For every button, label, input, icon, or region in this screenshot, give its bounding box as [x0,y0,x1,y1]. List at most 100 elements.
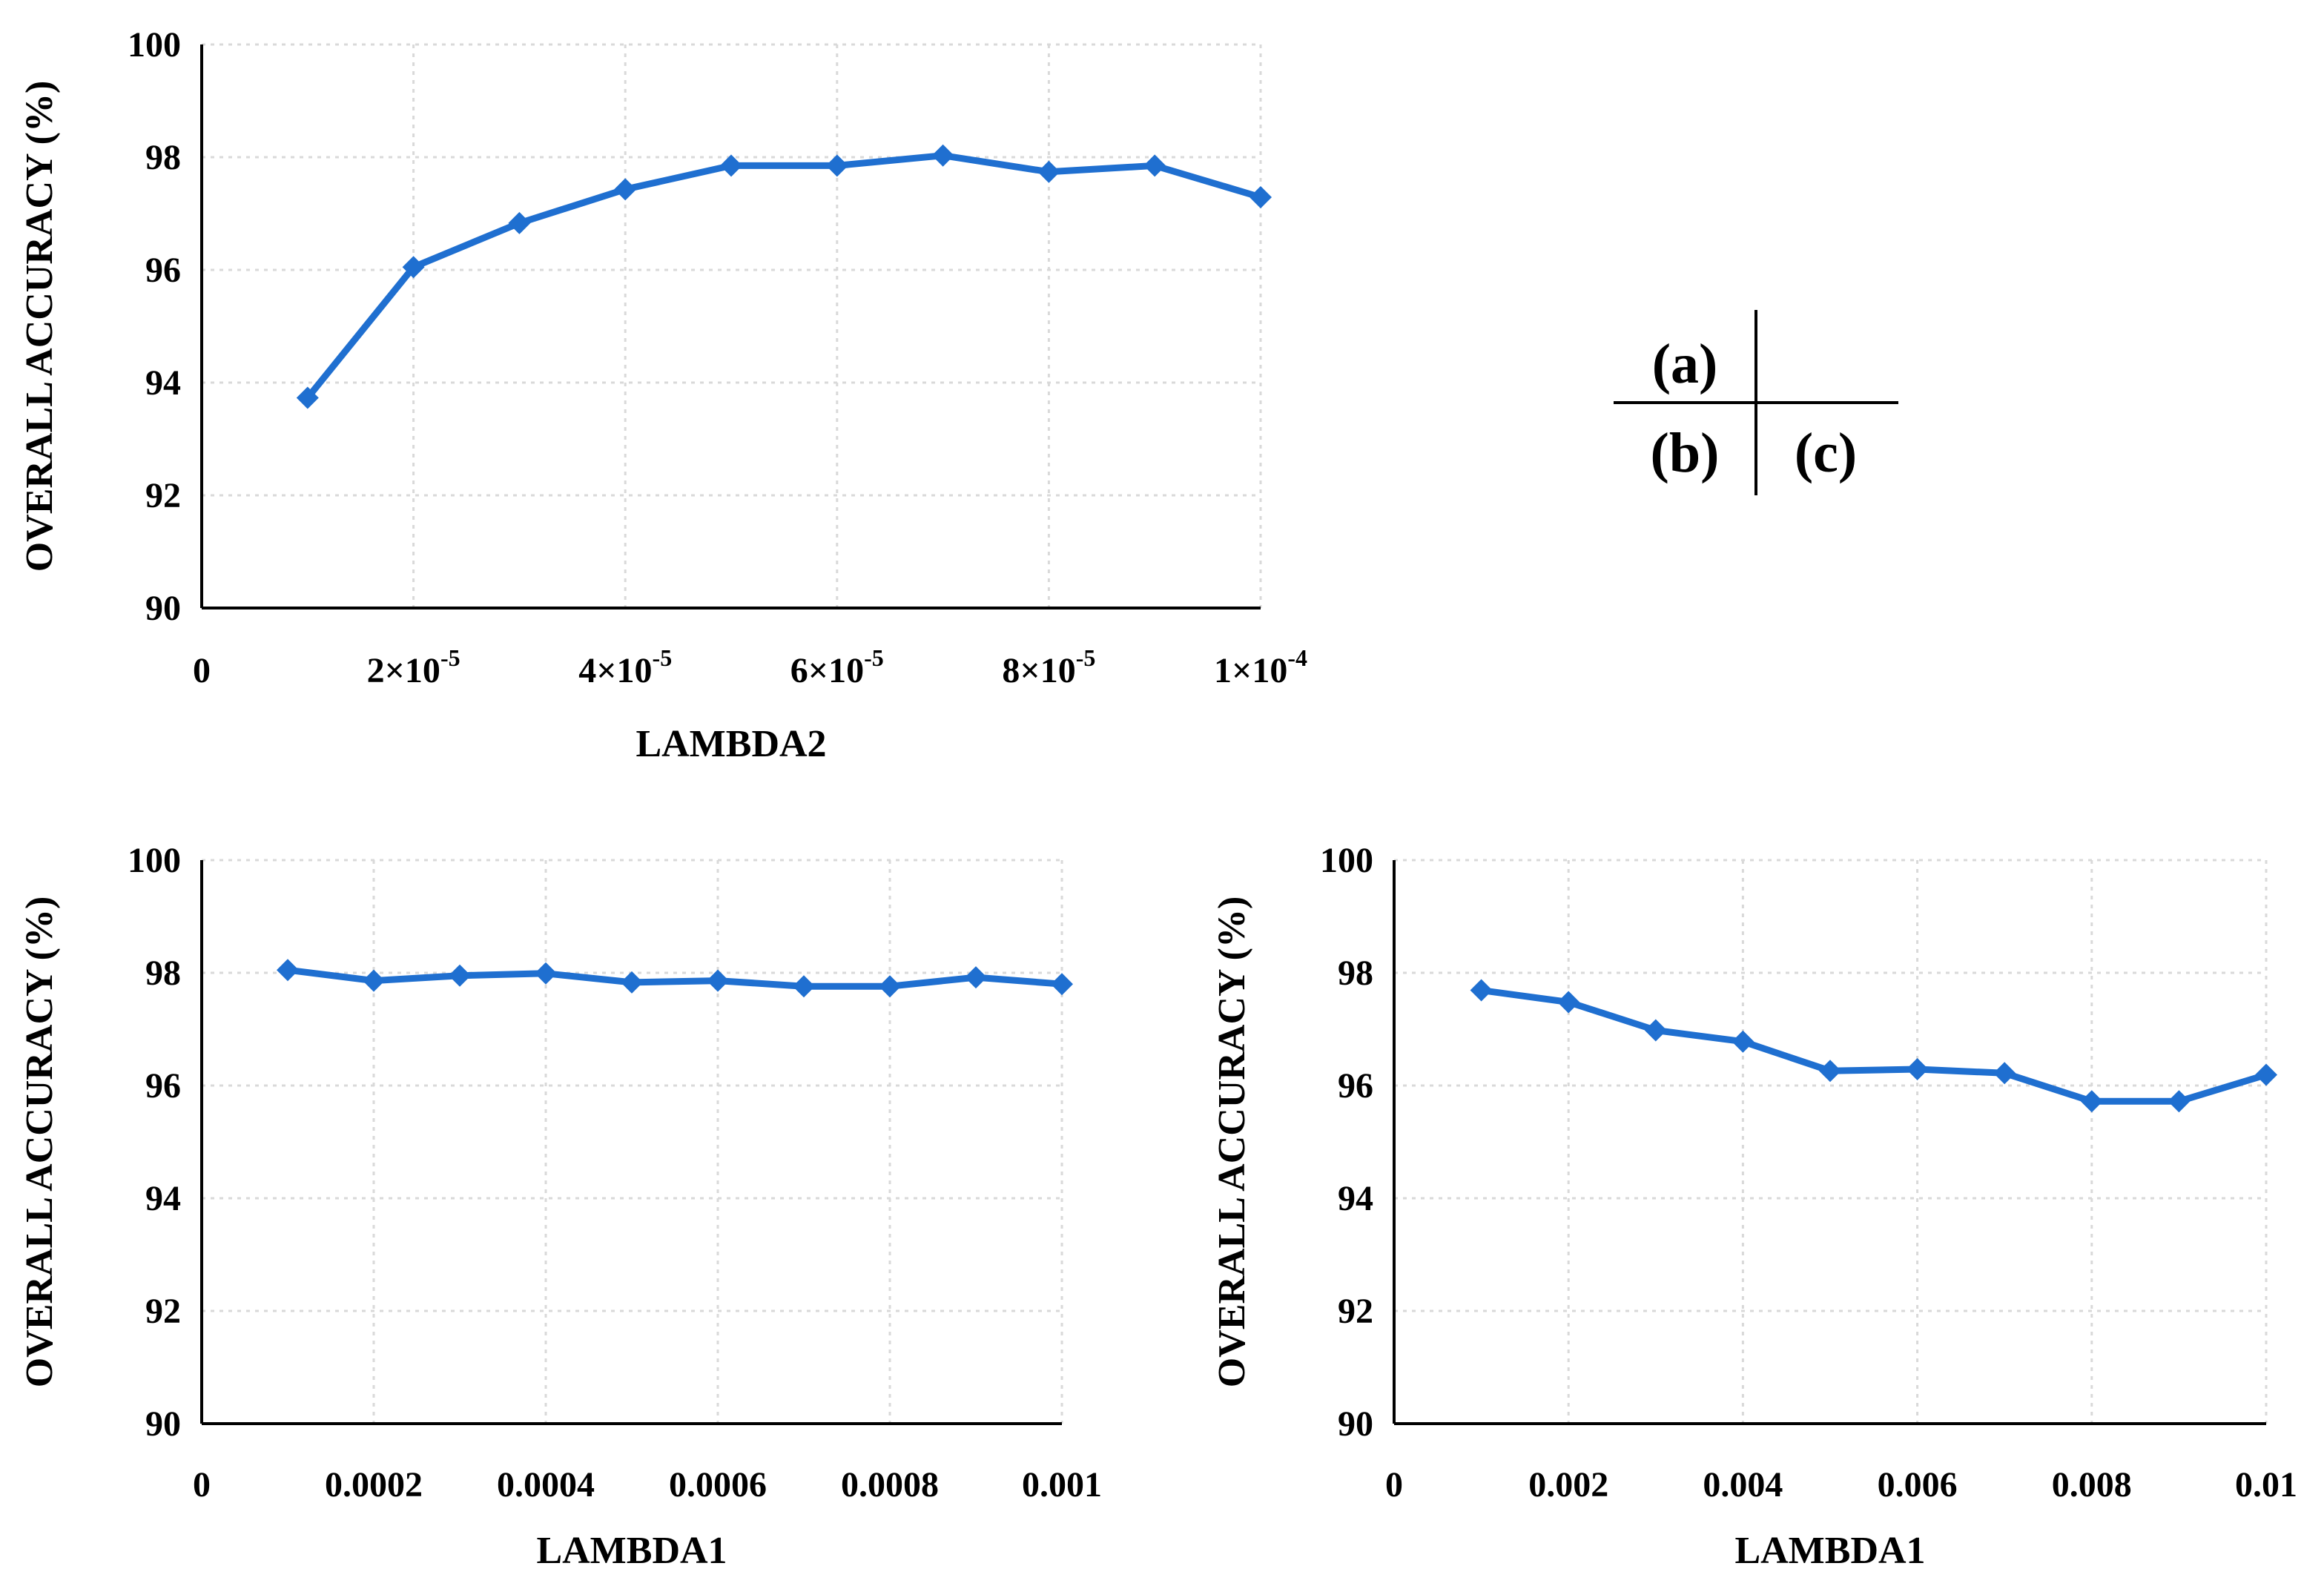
x-tick-base-a-1: 2×10 [367,651,440,690]
x-tick-label-c-1: 0.002 [1528,1465,1608,1504]
data-point-b-7 [879,975,901,998]
y-tick-label-b-3: 96 [145,1066,181,1106]
x-tick-exponent-a-4: -5 [1076,644,1096,671]
x-tick-label-a-1: 2×10-5 [367,644,460,690]
x-tick-base-c-1: 0.002 [1528,1465,1608,1504]
x-tick-base-b-1: 0.0002 [325,1465,423,1504]
data-point-a-7 [1037,160,1060,183]
y-tick-label-a-5: 100 [128,25,181,65]
x-tick-label-c-5: 0.01 [2235,1465,2297,1504]
data-point-a-4 [720,154,742,177]
y-tick-label-c-4: 98 [1338,954,1373,993]
data-point-c-5 [1906,1057,1929,1080]
data-point-c-1 [1557,991,1580,1014]
data-point-c-4 [1819,1060,1841,1083]
x-tick-label-b-2: 0.0004 [497,1465,595,1504]
x-tick-base-c-0: 0 [1385,1465,1403,1504]
y-tick-label-a-2: 94 [145,363,181,403]
data-point-a-2 [508,211,531,234]
x-tick-label-c-0: 0 [1385,1465,1403,1504]
y-tick-label-c-2: 94 [1338,1179,1373,1218]
y-tick-label-a-0: 90 [145,589,181,628]
x-axis-title-a: LAMBDA2 [636,723,826,765]
x-axis-title-c: LAMBDA1 [1734,1530,1925,1572]
data-point-b-5 [707,969,729,992]
y-tick-label-a-3: 96 [145,251,181,290]
x-tick-base-a-0: 0 [193,651,211,690]
data-point-b-9 [1051,973,1073,996]
x-tick-label-b-5: 0.001 [1022,1465,1102,1504]
y-tick-label-a-4: 98 [145,138,181,177]
x-tick-base-a-2: 4×10 [578,651,652,690]
x-tick-label-a-0: 0 [193,651,211,690]
data-point-a-3 [614,178,637,201]
series-line-b-0 [284,966,1066,990]
x-tick-label-a-2: 4×10-5 [578,644,672,690]
data-point-a-0 [296,386,319,409]
data-point-c-0 [1470,979,1493,1002]
data-point-a-6 [931,144,954,167]
data-point-b-2 [449,964,471,987]
y-tick-label-b-1: 92 [145,1292,181,1331]
x-tick-base-c-2: 0.004 [1703,1465,1783,1504]
x-tick-label-a-4: 8×10-5 [1002,644,1095,690]
panel-key-label-c: (c) [1795,422,1857,484]
x-tick-base-c-4: 0.008 [2052,1465,2132,1504]
x-tick-base-b-3: 0.0006 [669,1465,767,1504]
x-tick-base-a-5: 1×10 [1214,651,1287,690]
x-tick-exponent-a-1: -5 [440,644,460,671]
x-tick-label-b-3: 0.0006 [669,1465,767,1504]
x-tick-label-a-3: 6×10-5 [790,644,884,690]
x-tick-base-b-5: 0.001 [1022,1465,1102,1504]
y-tick-label-b-2: 94 [145,1179,181,1218]
panel-key-label-a: (a) [1652,333,1718,395]
x-tick-label-b-0: 0 [193,1465,211,1504]
y-tick-label-c-1: 92 [1338,1292,1373,1331]
x-axis-title-b: LAMBDA1 [536,1530,727,1572]
x-tick-base-a-3: 6×10 [790,651,864,690]
data-point-c-7 [2080,1090,2103,1113]
panel-layout-key: (a) (b) (c) [1614,310,1898,495]
y-tick-label-b-4: 98 [145,954,181,993]
y-tick-label-b-0: 90 [145,1404,181,1444]
data-point-c-6 [1993,1062,2016,1085]
x-tick-label-c-4: 0.008 [2052,1465,2132,1504]
x-tick-base-a-4: 8×10 [1002,651,1075,690]
x-tick-label-b-1: 0.0002 [325,1465,423,1504]
x-tick-label-c-3: 0.006 [1878,1465,1958,1504]
data-point-b-4 [621,971,643,994]
data-point-c-3 [1732,1030,1754,1053]
x-tick-base-b-0: 0 [193,1465,211,1504]
x-tick-base-b-4: 0.0008 [841,1465,939,1504]
data-point-a-8 [1143,154,1166,177]
data-point-c-2 [1644,1019,1667,1042]
x-tick-label-a-5: 1×10-4 [1214,644,1307,690]
y-tick-label-c-5: 100 [1320,841,1373,880]
data-point-a-1 [402,256,425,279]
data-point-b-6 [793,975,815,998]
data-point-c-8 [2168,1090,2191,1113]
x-tick-base-b-2: 0.0004 [497,1465,595,1504]
chart-panel-b: 90 92 94 96 98 100 0 0.0002 0.0004 0.0006 0.0008 0.… [19,841,1102,1572]
series-line-c-0 [1478,987,2270,1105]
data-point-a-5 [825,154,848,177]
y-axis-title-b: OVERALL ACCURACY (%) [19,896,61,1388]
y-tick-label-b-5: 100 [128,841,181,880]
data-point-b-3 [535,962,557,985]
x-tick-exponent-a-3: -5 [864,644,884,671]
series-line-a-0 [304,152,1264,401]
y-tick-label-c-3: 96 [1338,1066,1373,1106]
x-tick-exponent-a-2: -5 [653,644,673,671]
x-tick-label-b-4: 0.0008 [841,1465,939,1504]
x-tick-base-c-5: 0.01 [2235,1465,2297,1504]
data-point-a-9 [1250,185,1272,208]
panel-key-label-b: (b) [1651,422,1720,484]
y-tick-label-a-1: 92 [145,476,181,515]
x-tick-exponent-a-5: -4 [1287,644,1307,671]
data-point-b-1 [363,969,385,992]
data-point-c-9 [2255,1063,2277,1086]
y-tick-label-c-0: 90 [1338,1404,1373,1444]
y-axis-title-a: OVERALL ACCURACY (%) [19,81,61,572]
